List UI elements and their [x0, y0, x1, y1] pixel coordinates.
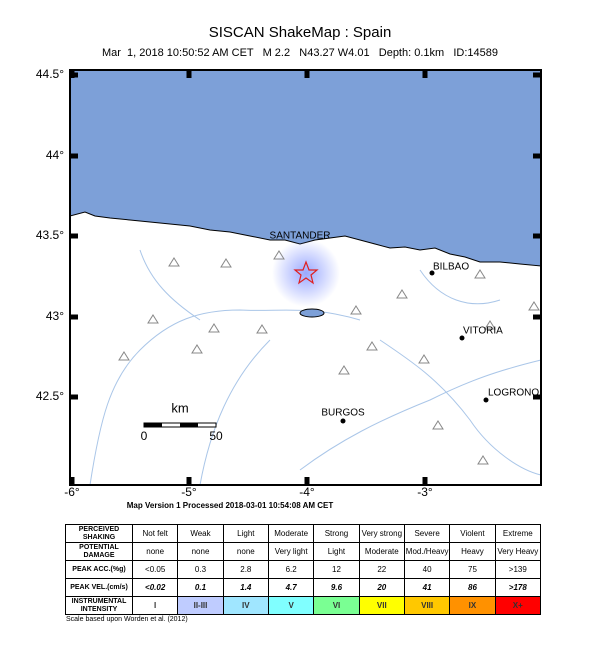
legend-cell: 22: [358, 560, 405, 579]
row-label: PERCEIVED SHAKING: [65, 524, 133, 543]
lat-label: 44°: [46, 148, 64, 162]
legend-cell: 6.2: [267, 560, 315, 579]
scale-note: Scale based upon Worden et al. (2012): [66, 616, 188, 623]
legend-cell: none: [131, 542, 179, 561]
legend-cell: Not felt: [131, 524, 179, 543]
city-label: SANTANDER: [270, 231, 331, 242]
legend-cell: Moderate: [267, 524, 315, 543]
legend-cell: none: [177, 542, 224, 561]
legend-cell: Violent: [449, 524, 496, 543]
intensity-legend: PERCEIVED SHAKING Not felt Weak Light Modera…: [65, 524, 542, 615]
lon-label: -5°: [181, 485, 197, 499]
legend-cell: Light: [222, 524, 269, 543]
legend-cell: Strong: [313, 524, 360, 543]
legend-cell: 0.3: [177, 560, 224, 579]
legend-cell: none: [222, 542, 269, 561]
legend-cell: >178: [494, 578, 542, 597]
legend-cell: VII: [358, 596, 405, 615]
lat-label: 44.5°: [36, 67, 64, 81]
legend-cell: 75: [449, 560, 496, 579]
sea: [69, 69, 542, 267]
legend-cell: Heavy: [449, 542, 496, 561]
row-label: PEAK ACC.(%g): [65, 560, 133, 579]
legend-cell: 9.6: [313, 578, 360, 597]
map-caption: Map Version 1 Processed 2018-03-01 10:54…: [127, 501, 334, 510]
shaking-area: [272, 239, 340, 307]
row-label: PEAK VEL.(cm/s): [65, 578, 133, 597]
city-label: BURGOS: [321, 408, 365, 419]
legend-cell: VI: [313, 596, 360, 615]
legend-row: PEAK ACC.(%g) <0.05 0.3 2.8 6.2 12 22 40 75 >139: [65, 560, 542, 579]
stations: [118, 250, 540, 465]
legend-cell: VIII: [403, 596, 451, 615]
subtitle: Mar 1, 2018 10:50:52 AM CET M 2.2 N43.27…: [102, 47, 498, 59]
city-dots: [340, 270, 489, 424]
lon-label: -6°: [64, 485, 80, 499]
legend-cell: Mod./Heavy: [403, 542, 451, 561]
legend-cell: X+: [494, 596, 542, 615]
scale-end: 50: [209, 429, 223, 443]
legend-cell: IX: [449, 596, 496, 615]
legend-cell: Very light: [267, 542, 315, 561]
city-label: VITORIA: [463, 326, 503, 337]
legend-cell: <0.02: [131, 578, 179, 597]
legend-cell: 12: [313, 560, 360, 579]
row-label: POTENTIAL DAMAGE: [65, 542, 133, 561]
lat-label: 43°: [46, 309, 64, 323]
lon-label: -4°: [299, 485, 315, 499]
city-label: BILBAO: [433, 262, 469, 273]
title: SISCAN ShakeMap : Spain: [209, 24, 392, 41]
legend-cell: I: [131, 596, 179, 615]
legend-cell: 2.8: [222, 560, 269, 579]
city-label: LOGRONO: [488, 388, 539, 399]
legend-cell: 0.1: [177, 578, 224, 597]
legend-cell: 41: [403, 578, 451, 597]
legend-cell: II-III: [177, 596, 224, 615]
legend-cell: Extreme: [494, 524, 542, 543]
lon-label: -3°: [417, 485, 433, 499]
scale-unit: km: [171, 400, 188, 415]
legend-cell: 20: [358, 578, 405, 597]
legend-cell: IV: [222, 596, 269, 615]
legend-cell: 40: [403, 560, 451, 579]
legend-cell: Weak: [177, 524, 224, 543]
reservoir: [299, 308, 325, 318]
legend-row: POTENTIAL DAMAGE none none none Very light Li…: [65, 542, 542, 561]
row-label: INSTRUMENTAL INTENSITY: [65, 596, 133, 615]
legend-cell: Moderate: [358, 542, 405, 561]
legend-cell: 86: [449, 578, 496, 597]
lat-label: 42.5°: [36, 389, 64, 403]
legend-cell: >139: [494, 560, 542, 579]
legend-cell: Light: [313, 542, 360, 561]
legend-cell: Very strong: [358, 524, 405, 543]
scale-start: 0: [141, 429, 148, 443]
legend-row: PERCEIVED SHAKING Not felt Weak Light Modera…: [65, 524, 542, 543]
legend-cell: Very Heavy: [494, 542, 542, 561]
legend-cell: V: [267, 596, 315, 615]
legend-row: INSTRUMENTAL INTENSITY I II-III IV V VI VII VII…: [65, 596, 542, 615]
epicenter: [293, 260, 319, 285]
frame-ticks: [69, 70, 541, 485]
legend-cell: 1.4: [222, 578, 269, 597]
legend-cell: 4.7: [267, 578, 315, 597]
legend-cell: Severe: [403, 524, 451, 543]
lat-label: 43.5°: [36, 228, 64, 242]
rivers: [89, 249, 542, 486]
legend-cell: <0.05: [131, 560, 179, 579]
legend-row: PEAK VEL.(cm/s) <0.02 0.1 1.4 4.7 9.6 20 41 86 >1…: [65, 578, 542, 597]
scale-bar: km 0 50: [141, 400, 223, 443]
